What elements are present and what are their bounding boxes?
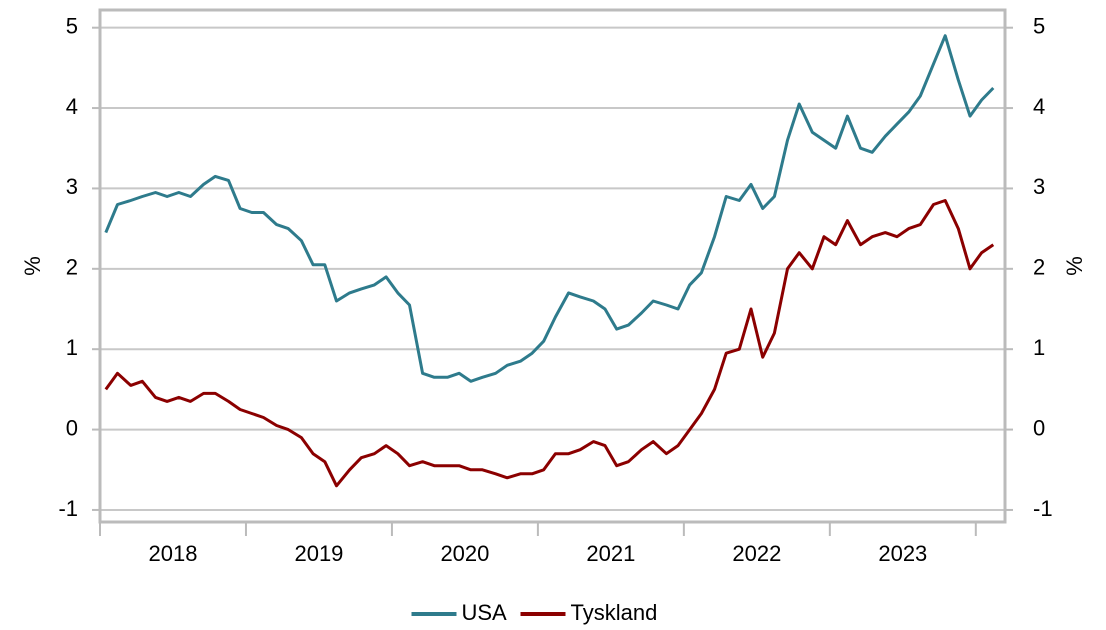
legend-label: USA xyxy=(462,600,508,625)
y2-tick-label: 3 xyxy=(1033,174,1045,199)
plot-frame xyxy=(98,8,1007,524)
line-series xyxy=(104,199,995,488)
y-tick-label: 3 xyxy=(66,174,78,199)
y2-tick-label: 0 xyxy=(1033,415,1045,440)
y-tick-label: 4 xyxy=(66,94,78,119)
y2-tick-label: 2 xyxy=(1033,255,1045,280)
y2-tick-label: 4 xyxy=(1033,94,1045,119)
y2-tick-label: -1 xyxy=(1033,496,1053,521)
y2-tick-label: 1 xyxy=(1033,335,1045,360)
y-tick-label: 5 xyxy=(66,13,78,38)
x-tick-label: 2022 xyxy=(732,541,781,566)
y-tick-label: 1 xyxy=(66,335,78,360)
y-tick-label: 2 xyxy=(66,255,78,280)
y-axis-label: % xyxy=(20,256,45,276)
x-tick-label: 2023 xyxy=(878,541,927,566)
y-tick-label: 0 xyxy=(66,415,78,440)
y2-tick-label: 5 xyxy=(1033,13,1045,38)
x-tick-label: 2021 xyxy=(586,541,635,566)
x-tick-label: 2020 xyxy=(440,541,489,566)
line-series xyxy=(104,34,995,383)
x-tick-label: 2019 xyxy=(294,541,343,566)
legend-label: Tyskland xyxy=(571,600,658,625)
x-tick-label: 2018 xyxy=(149,541,198,566)
y-tick-label: -1 xyxy=(58,496,78,521)
y2-axis-label: % xyxy=(1062,256,1087,276)
